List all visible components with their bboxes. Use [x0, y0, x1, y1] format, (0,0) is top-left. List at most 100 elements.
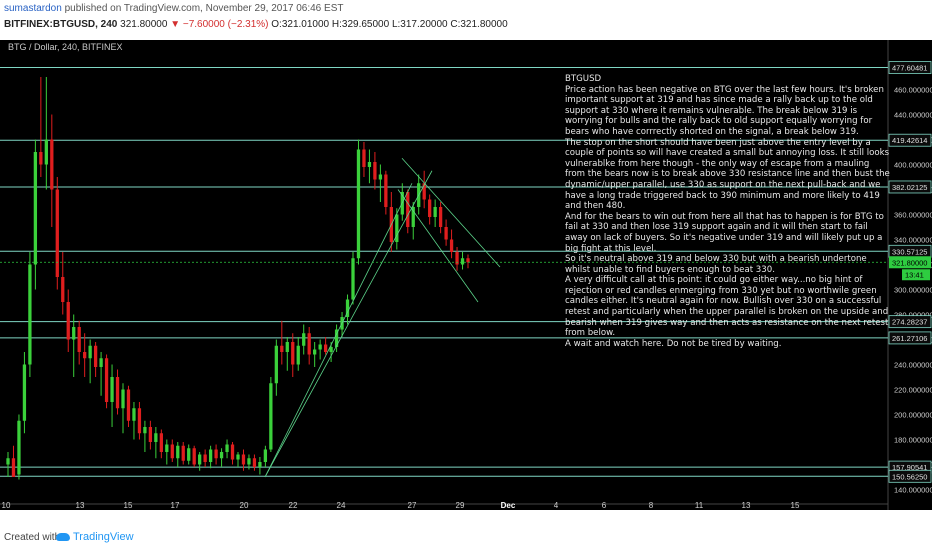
candle-body [378, 174, 383, 180]
candle-body [438, 207, 443, 227]
candle-body [126, 389, 131, 421]
cloud-icon [56, 533, 70, 542]
candle-body [33, 152, 38, 265]
note-title: BTGUSD [565, 74, 602, 84]
candle-body [307, 333, 311, 355]
level-label: 330.57125 [892, 247, 927, 256]
price-chart[interactable]: 460.000000440.000000420.000000400.000000… [0, 40, 932, 510]
change-value: ▼ −7.60000 (−2.31%) [170, 19, 269, 30]
candle-body [115, 377, 120, 409]
chart-pane[interactable]: 460.000000440.000000420.000000400.000000… [0, 40, 932, 510]
header-bar: sumastardon published on TradingView.com… [0, 0, 932, 40]
x-tick-label: 8 [649, 501, 654, 510]
candle-body [50, 139, 54, 190]
candle-body [395, 214, 399, 242]
x-tick-label: 11 [695, 501, 704, 510]
level-label: 261.27106 [892, 334, 927, 343]
ohlc-close: C:321.80000 [450, 19, 508, 30]
candle-body [351, 258, 355, 300]
candle-body [66, 302, 70, 340]
x-tick-label: 13 [76, 501, 85, 510]
footer-bar: Created with TradingView [0, 510, 932, 550]
candle-body [455, 252, 459, 265]
y-tick-label: 460.000000 [894, 86, 932, 95]
candle-body [411, 207, 415, 227]
x-tick-label: 10 [2, 501, 11, 510]
x-tick-label: 27 [408, 501, 417, 510]
y-tick-label: 220.000000 [894, 386, 932, 395]
candle-body [61, 277, 65, 302]
candle-body [291, 342, 295, 365]
chart-title: BTG / Dollar, 240, BITFINEX [8, 42, 123, 52]
candle-body [39, 152, 43, 165]
candle-body [274, 345, 278, 384]
trend-line [264, 183, 413, 478]
level-label-box [888, 469, 932, 483]
candle-body [198, 454, 202, 465]
candle-body [159, 433, 163, 452]
candle-body [219, 452, 224, 459]
note-paragraph: The stop on the short should have been j… [565, 137, 890, 212]
y-tick-label: 280.000000 [894, 311, 932, 320]
candle-body [313, 349, 317, 355]
candle-body [258, 462, 262, 467]
level-label-box [888, 133, 932, 147]
x-tick-label: Dec [501, 501, 516, 510]
y-tick-label: 200.000000 [894, 411, 932, 420]
candle-body [93, 345, 98, 367]
note-paragraph: And for the bears to win out from here a… [565, 211, 884, 254]
candle-body [28, 264, 32, 365]
trend-line [397, 189, 479, 303]
candle-body [230, 444, 235, 460]
candle-body [44, 139, 48, 165]
candle-body [296, 345, 300, 365]
author-link[interactable]: sumastardon [4, 3, 62, 14]
y-tick-label: 300.000000 [894, 286, 932, 295]
candle-body [460, 258, 465, 265]
candle-body [176, 445, 180, 459]
y-tick-label: 240.000000 [894, 361, 932, 370]
candle-body [318, 344, 322, 350]
candle-body [285, 342, 289, 352]
candle-body [208, 449, 213, 462]
candle-body [444, 227, 448, 240]
note-paragraph: A wait and watch here. Do not be tired b… [565, 338, 782, 349]
tradingview-logo[interactable]: TradingView [56, 531, 134, 543]
candle-body [225, 444, 229, 452]
candle-body [334, 329, 339, 347]
candle-body [165, 444, 169, 452]
candle-body [373, 162, 377, 180]
candle-body [72, 327, 76, 340]
candle-body [17, 420, 21, 475]
candle-body [170, 444, 174, 459]
publish-line: sumastardon published on TradingView.com… [4, 3, 343, 14]
level-label-box [888, 315, 932, 329]
candle-body [148, 427, 153, 442]
candle-body [433, 207, 437, 217]
candle-body [236, 454, 240, 460]
trend-line [401, 157, 501, 268]
x-tick-label: 4 [554, 501, 559, 510]
brand-text: TradingView [73, 531, 134, 543]
level-label: 157.90541 [892, 463, 927, 472]
x-tick-label: 15 [791, 501, 800, 510]
candle-body [154, 433, 158, 442]
candle-body [356, 149, 361, 259]
last-price-label: 321.80000 [892, 258, 927, 267]
candle-body [362, 149, 366, 167]
candle-body [121, 389, 125, 409]
candle-body [104, 358, 109, 402]
level-label-box [888, 331, 932, 345]
candle-body [252, 458, 257, 467]
analysis-note: BTGUSD Price action has been negative on… [565, 74, 890, 349]
x-tick-label: 17 [171, 501, 180, 510]
candle-body [192, 448, 196, 465]
symbol-line: BITFINEX:BTGUSD, 240 321.80000 ▼ −7.6000… [4, 19, 508, 30]
y-tick-label: 400.000000 [894, 161, 932, 170]
x-tick-label: 22 [289, 501, 298, 510]
level-label: 477.60481 [892, 64, 927, 73]
candle-body [384, 174, 388, 207]
candle-body [241, 454, 246, 465]
level-label: 150.56250 [892, 472, 927, 481]
x-tick-label: 13 [742, 501, 751, 510]
